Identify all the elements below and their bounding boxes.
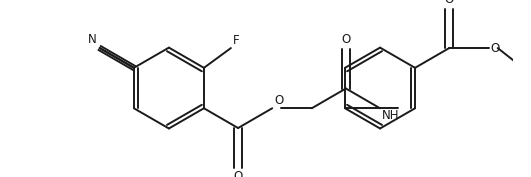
Text: NH: NH [382, 109, 399, 122]
Text: F: F [233, 34, 239, 47]
Text: O: O [274, 94, 283, 107]
Text: O: O [341, 33, 350, 46]
Text: O: O [444, 0, 454, 6]
Text: N: N [88, 33, 97, 46]
Text: O: O [491, 42, 500, 55]
Text: O: O [234, 170, 243, 177]
